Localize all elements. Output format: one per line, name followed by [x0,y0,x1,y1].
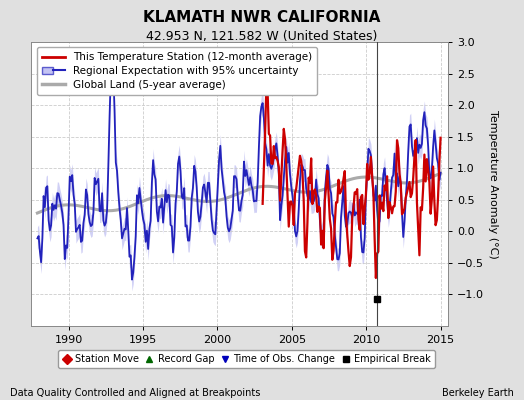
Text: Data Quality Controlled and Aligned at Breakpoints: Data Quality Controlled and Aligned at B… [10,388,261,398]
Text: KLAMATH NWR CALIFORNIA: KLAMATH NWR CALIFORNIA [143,10,381,25]
Y-axis label: Temperature Anomaly (°C): Temperature Anomaly (°C) [488,110,498,258]
Legend: This Temperature Station (12-month average), Regional Expectation with 95% uncer: This Temperature Station (12-month avera… [37,47,318,95]
Text: 42.953 N, 121.582 W (United States): 42.953 N, 121.582 W (United States) [146,30,378,43]
Text: Berkeley Earth: Berkeley Earth [442,388,514,398]
Legend: Station Move, Record Gap, Time of Obs. Change, Empirical Break: Station Move, Record Gap, Time of Obs. C… [58,350,435,368]
